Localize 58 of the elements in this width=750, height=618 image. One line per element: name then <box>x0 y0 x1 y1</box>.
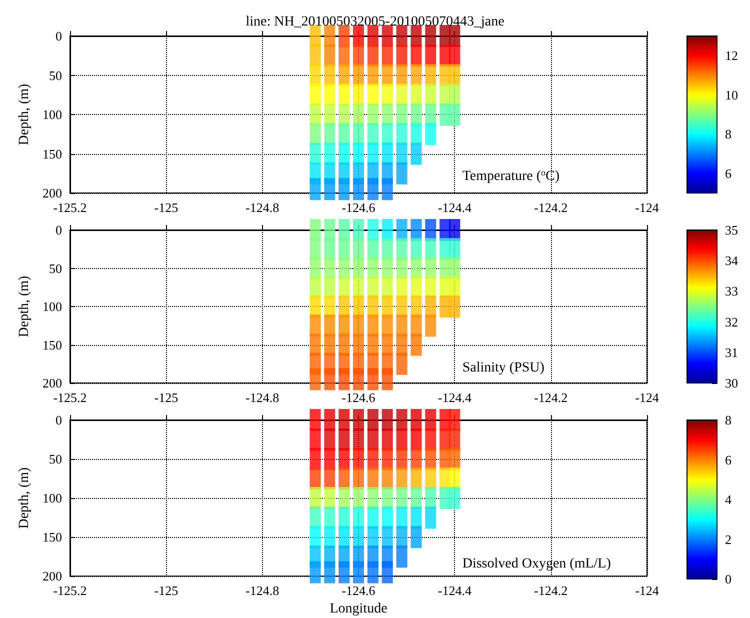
x-tick-label: -125 <box>154 200 178 215</box>
y-tick-label: 200 <box>42 376 62 390</box>
y-tick-label: 0 <box>56 222 62 238</box>
y-axis-title: Depth, (m) <box>17 275 32 338</box>
annotation: Salinity (PSU) <box>462 360 545 376</box>
x-tick-label: -125.2 <box>53 200 87 215</box>
y-tick-label: 100 <box>42 490 62 506</box>
y-tick-label: 150 <box>42 337 62 352</box>
color-bar-label: 4 <box>725 492 732 507</box>
y-tick-label: 0 <box>56 412 62 428</box>
x-tick-label: -124.8 <box>246 583 280 598</box>
y-tick-label: 200 <box>42 568 62 584</box>
color-bar-label: 10 <box>725 87 738 102</box>
y-tick-label: 200 <box>42 186 62 200</box>
color-bar-label: 2 <box>725 532 732 547</box>
x-tick-label: -125.2 <box>53 583 87 598</box>
x-tick-label: -124 <box>635 200 660 215</box>
chart-title: line: NH_201005032005-201005070443_jane <box>246 14 504 30</box>
color-bar-label: 6 <box>725 166 732 181</box>
x-tick-label: -124.2 <box>534 200 568 215</box>
x-tick-label: -124.6 <box>342 200 376 215</box>
color-bar-label: 35 <box>725 222 738 238</box>
x-tick-label: -124.6 <box>342 583 376 598</box>
y-axis-title: Depth, (m) <box>17 83 32 146</box>
y-tick-label: 150 <box>42 146 62 162</box>
y-tick-label: 0 <box>56 28 62 44</box>
x-tick-label: -125.2 <box>53 390 87 405</box>
annotation: Dissolved Oxygen (mL/L) <box>462 556 612 572</box>
color-bar-label: 8 <box>725 412 732 428</box>
y-tick-label: 150 <box>42 530 62 545</box>
x-tick-label: -124.2 <box>534 390 568 405</box>
color-bar-label: 33 <box>725 284 738 299</box>
x-tick-label: -124.6 <box>342 390 376 405</box>
x-tick-label: -124.4 <box>438 583 472 598</box>
x-axis-title: Longitude <box>330 602 388 616</box>
y-tick-label: 100 <box>42 299 62 314</box>
y-tick-label: 50 <box>49 260 62 276</box>
color-bar-label: 12 <box>725 48 738 64</box>
color-bar-label: 32 <box>725 314 738 330</box>
x-tick-label: -124 <box>635 390 660 405</box>
x-tick-label: -124 <box>635 583 660 598</box>
color-bar-label: 8 <box>725 126 732 142</box>
y-tick-label: 50 <box>49 452 62 467</box>
x-tick-label: -125 <box>154 583 178 598</box>
x-tick-label: -125 <box>154 390 178 405</box>
y-tick-label: 100 <box>42 107 62 122</box>
color-bar-label: 31 <box>725 344 738 360</box>
x-tick-label: -124.8 <box>246 200 280 215</box>
color-bar-label: 6 <box>725 452 732 468</box>
x-tick-label: -124.4 <box>438 200 472 215</box>
color-bar-label: 34 <box>725 253 738 268</box>
x-tick-label: -124.2 <box>534 583 568 598</box>
x-tick-label: -124.8 <box>246 390 280 405</box>
x-tick-label: -124.4 <box>438 390 472 405</box>
color-bar-label: 30 <box>725 376 738 390</box>
color-bar-label: 0 <box>725 572 732 586</box>
y-axis-title: Depth, (m) <box>17 467 32 529</box>
y-tick-label: 50 <box>49 68 62 83</box>
